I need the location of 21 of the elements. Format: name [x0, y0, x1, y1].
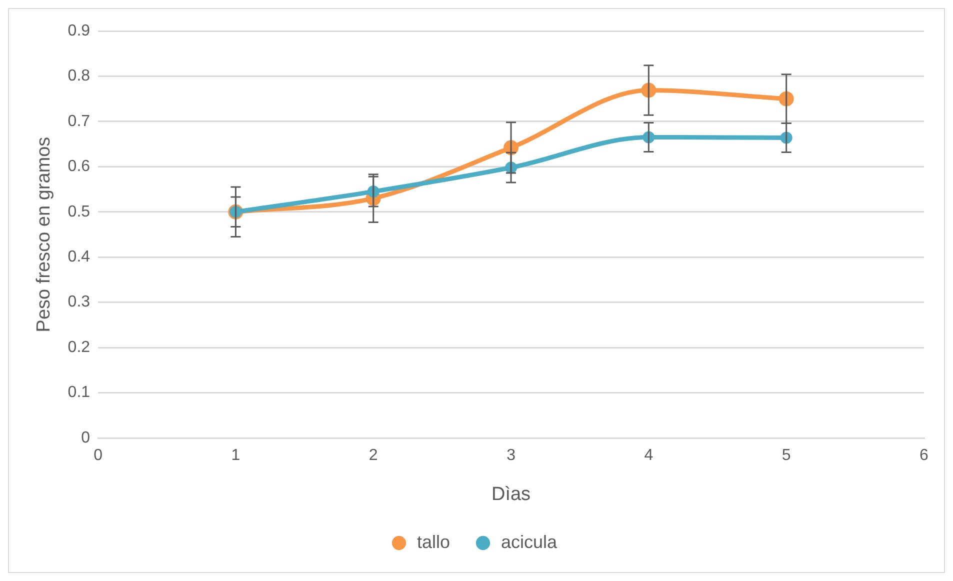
y-axis-title: Peso fresco en gramos [34, 136, 55, 332]
y-tick-label: 0.7 [68, 112, 90, 130]
y-tick-label: 0.2 [68, 338, 90, 356]
y-tick-label: 0.3 [68, 294, 90, 311]
x-tick-label: 5 [782, 447, 791, 464]
legend-label: acicula [500, 532, 558, 552]
x-tick-label: 4 [644, 447, 654, 464]
y-tick-label: 0.8 [68, 68, 90, 85]
x-tick-label: 3 [506, 447, 516, 464]
x-tick-label: 1 [231, 447, 240, 464]
y-tick-label: 0 [81, 429, 90, 446]
x-axis-title: Dìas [491, 484, 531, 505]
y-tick-label: 0.6 [68, 158, 90, 176]
y-tick-label: 0.9 [68, 22, 90, 40]
legend-label: tallo [416, 532, 450, 552]
x-tick-label: 2 [368, 447, 378, 464]
x-tick-label: 0 [94, 447, 103, 464]
x-tick-label: 6 [920, 447, 929, 464]
y-tick-label: 0.4 [68, 248, 90, 266]
y-tick-label: 0.5 [68, 203, 90, 220]
y-tick-label: 0.1 [68, 384, 90, 402]
